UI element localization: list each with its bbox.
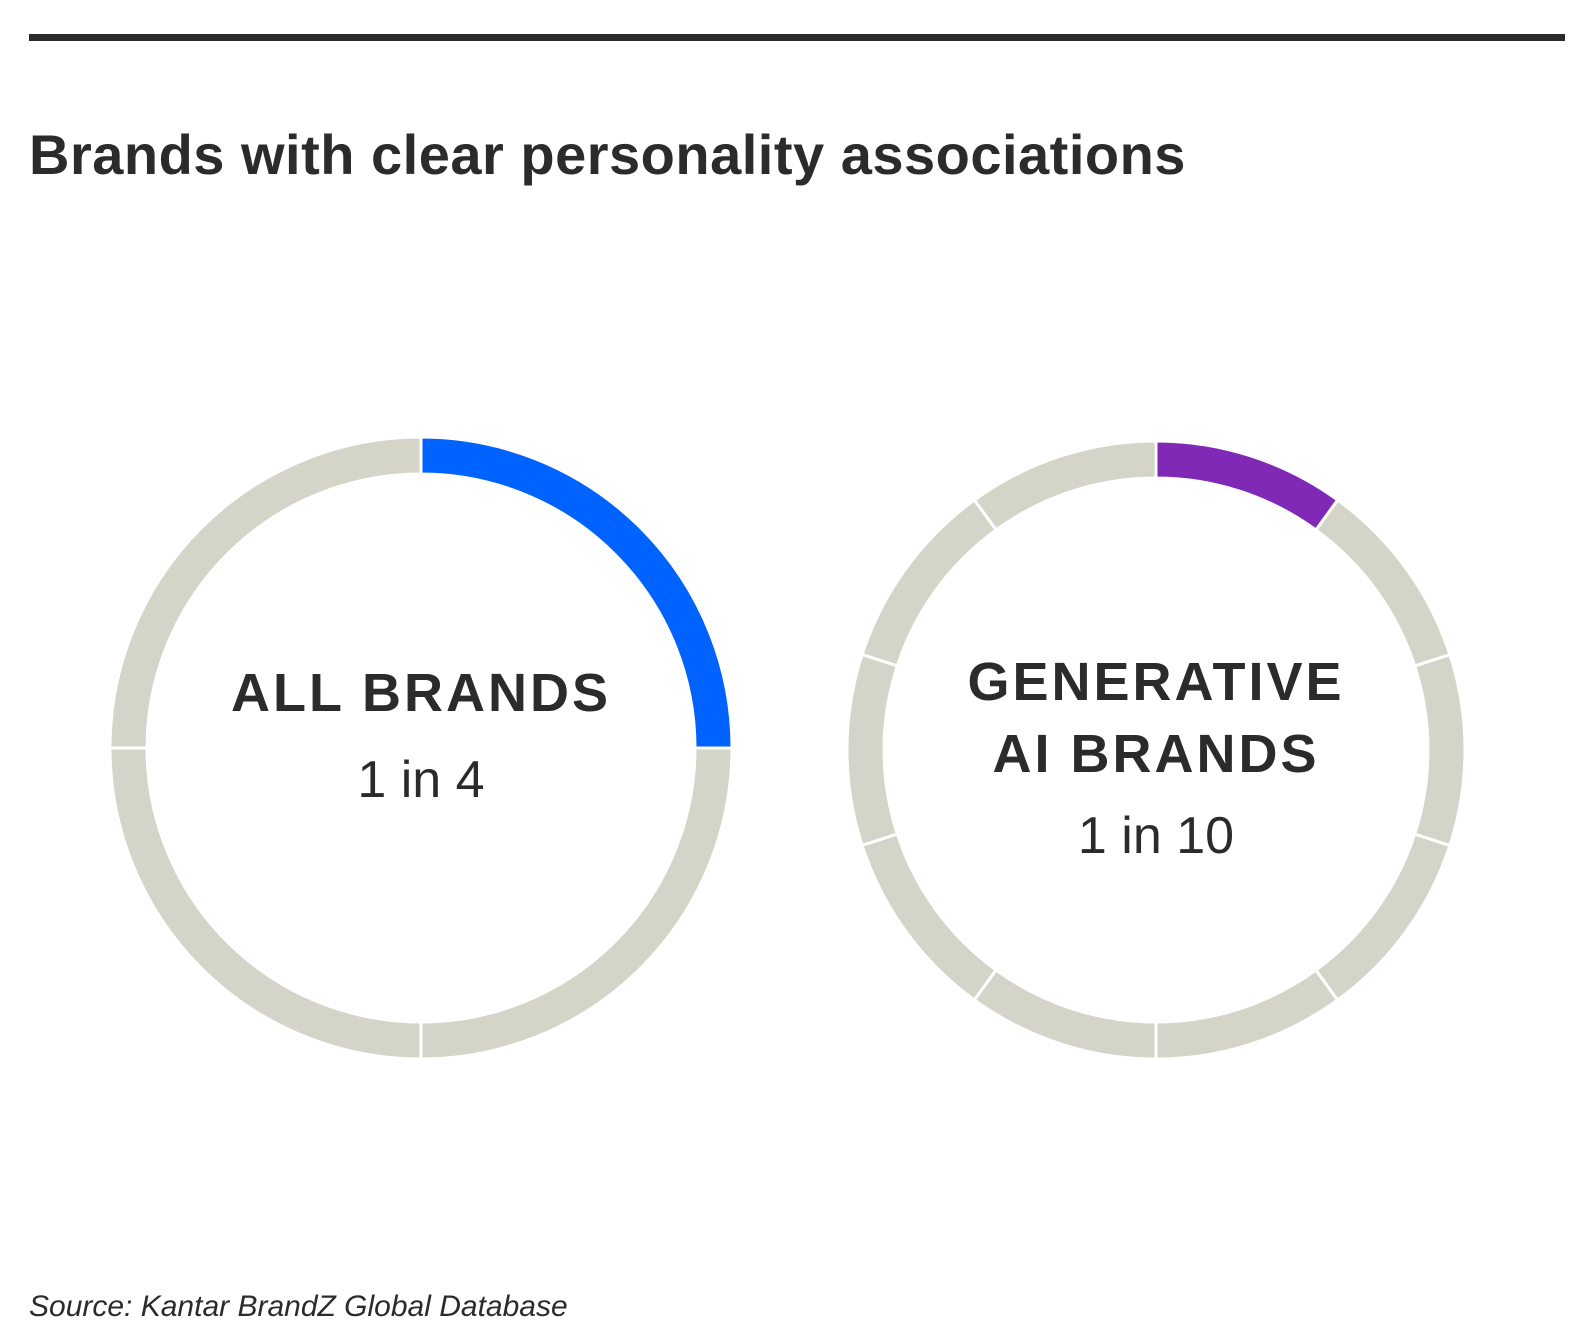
donut-label-line: ALL BRANDS bbox=[231, 663, 611, 723]
donut-segment-highlighted bbox=[1154, 439, 1340, 533]
donut-segment bbox=[1313, 832, 1452, 1003]
donut-segment bbox=[419, 746, 734, 1061]
donut-segment bbox=[972, 439, 1158, 533]
donut-segment bbox=[1412, 652, 1467, 848]
donut-segment-highlighted bbox=[419, 435, 734, 750]
donut-generative-ai-brands: GENERATIVE AI BRANDS 1 in 10 bbox=[845, 439, 1467, 1061]
donut-all-brands: ALL BRANDS 1 in 4 bbox=[108, 435, 734, 1061]
donut-segment bbox=[108, 746, 423, 1061]
donut-segment bbox=[1154, 967, 1340, 1061]
top-rule bbox=[29, 34, 1565, 41]
donut-segment bbox=[860, 497, 999, 668]
donut-segment bbox=[845, 652, 900, 848]
donut-value-label: 1 in 10 bbox=[1078, 807, 1234, 865]
chart-title: Brands with clear personality associatio… bbox=[29, 123, 1186, 186]
donut-segment bbox=[972, 967, 1158, 1061]
donut-label-line: AI BRANDS bbox=[992, 724, 1319, 784]
source-note: Source: Kantar BrandZ Global Database bbox=[29, 1290, 568, 1323]
donut-value-label: 1 in 4 bbox=[357, 751, 484, 809]
donut-label-line: GENERATIVE bbox=[967, 652, 1344, 712]
donut-segment bbox=[860, 832, 999, 1003]
donut-segment bbox=[1313, 497, 1452, 668]
